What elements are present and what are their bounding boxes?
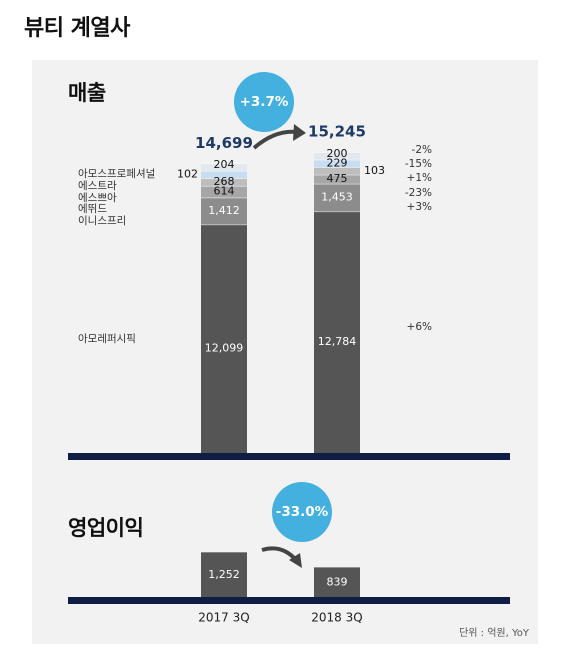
revenue-label-etude-1: 614: [214, 185, 235, 198]
revenue-bar-separator-2-5: [314, 152, 360, 153]
op-bar-2: [314, 567, 360, 598]
series-name-innisfree: 이니스프리: [78, 215, 126, 227]
op-growth-label: -33.0%: [276, 504, 329, 520]
revenue-label-amos-2: 200: [327, 147, 348, 160]
revenue-label-espoir-1: 268: [214, 175, 235, 188]
revenue-bar-separator-1-2: [201, 185, 247, 187]
op-bar-1: [201, 552, 247, 598]
page-title: 뷰티 계열사: [24, 16, 130, 41]
revenue-bar-etude-1: [201, 185, 247, 198]
chart-panel: [32, 60, 538, 644]
category-label-2: 2018 3Q: [311, 611, 362, 625]
revenue-label-innisfree-1: 1,412: [208, 204, 240, 217]
revenue-arrow-head: [293, 124, 306, 141]
yoy-innisfree: +3%: [407, 201, 432, 213]
yoy-aestura: -15%: [405, 158, 432, 170]
series-name-aestura: 에스트라: [78, 180, 117, 192]
yoy-etude: -23%: [405, 187, 432, 199]
revenue-bar-aestura-1: [201, 170, 247, 179]
revenue-label-etude-2: 475: [327, 172, 348, 185]
revenue-label-aestura-2: 229: [327, 156, 348, 169]
series-name-etude: 에뛰드: [78, 203, 107, 215]
unit-note: 단위 : 억원, YoY: [459, 628, 529, 639]
revenue-label-amorepacific-2: 12,784: [318, 335, 357, 348]
revenue-label-amos-1: 204: [214, 158, 235, 171]
revenue-total-1: 14,699: [195, 134, 253, 152]
revenue-bar-innisfree-1: [201, 197, 247, 225]
series-name-amos: 아모스프로페셔널: [78, 168, 155, 180]
revenue-bar-amos-2: [314, 152, 360, 160]
revenue-bar-separator-2-1: [314, 183, 360, 185]
yoy-amorepacific: +6%: [407, 321, 432, 333]
op-label-2: 839: [327, 576, 348, 589]
op-arrow-head: [289, 553, 302, 568]
yoy-espoir: +1%: [407, 172, 432, 184]
revenue-label-espoir-2: 103: [364, 164, 385, 177]
revenue-bar-innisfree-2: [314, 183, 360, 212]
revenue-bar-separator-1-4: [201, 170, 247, 172]
op-label-1: 1,252: [208, 568, 240, 581]
revenue-bar-amorepacific-2: [314, 211, 360, 455]
revenue-bar-espoir-1: [201, 178, 247, 186]
revenue-bar-separator-2-2: [314, 174, 360, 176]
series-name-espoir: 에스쁘아: [78, 192, 117, 204]
revenue-bar-amorepacific-1: [201, 224, 247, 455]
operating-profit-section-title: 영업이익: [68, 516, 144, 540]
op-arrow-shaft: [261, 546, 298, 562]
revenue-growth-label: +3.7%: [240, 94, 289, 110]
revenue-bar-etude-2: [314, 174, 360, 184]
revenue-section-title: 매출: [68, 81, 106, 105]
revenue-label-innisfree-2: 1,453: [321, 190, 353, 203]
revenue-baseline: [68, 453, 510, 460]
revenue-growth-bubble: [234, 72, 294, 132]
series-name-amorepacific: 아모레퍼시픽: [78, 333, 136, 345]
op-baseline: [68, 597, 510, 604]
yoy-amos: -2%: [412, 144, 432, 156]
revenue-bar-espoir-2: [314, 167, 360, 175]
revenue-label-amorepacific-1: 12,099: [205, 342, 244, 355]
revenue-bar-aestura-2: [314, 159, 360, 168]
revenue-bar-amos-1: [201, 163, 247, 171]
revenue-total-2: 15,245: [308, 123, 366, 141]
category-label-1: 2017 3Q: [198, 611, 249, 625]
revenue-bar-separator-1-0: [201, 224, 247, 226]
revenue-label-aestura-1: 102: [177, 168, 198, 181]
revenue-bar-separator-1-1: [201, 197, 247, 199]
revenue-bar-separator-2-0: [314, 211, 360, 213]
revenue-bar-separator-1-5: [201, 163, 247, 165]
revenue-bar-separator-2-3: [314, 167, 360, 168]
revenue-arrow-shaft: [252, 129, 297, 150]
revenue-bar-separator-2-4: [314, 159, 360, 161]
op-growth-bubble: [272, 482, 332, 542]
revenue-bar-separator-1-3: [201, 178, 247, 180]
